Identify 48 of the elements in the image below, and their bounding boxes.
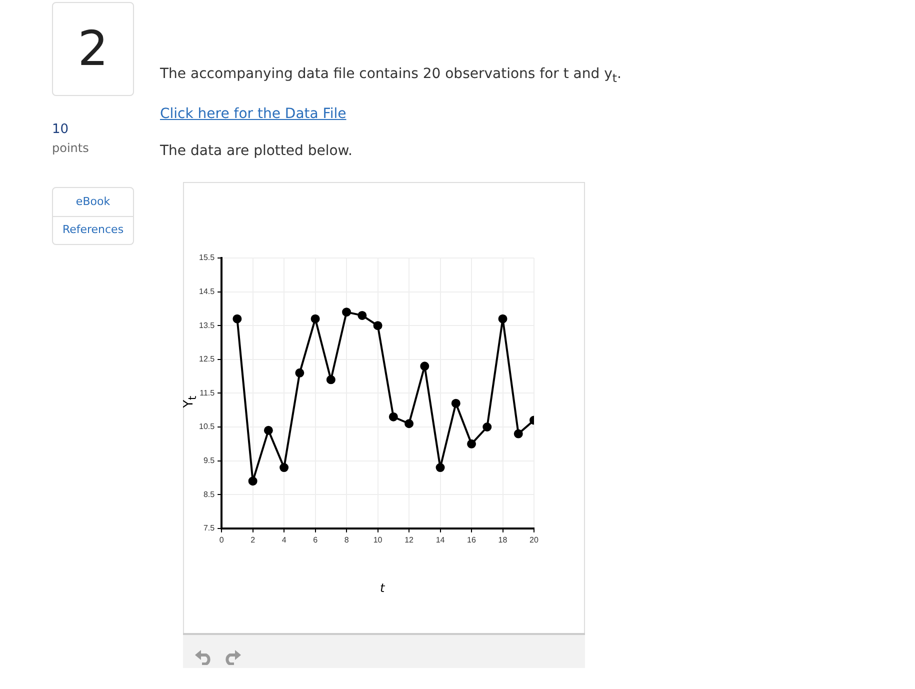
y-tick-label: 9.5 <box>203 456 216 466</box>
y-tick-label: 11.5 <box>200 388 216 398</box>
point <box>326 375 336 384</box>
x-tick-label: 0 <box>219 535 224 544</box>
point <box>248 476 258 486</box>
y-tick-label: 15.5 <box>198 253 216 262</box>
x-axis-title: t <box>380 581 385 595</box>
point <box>264 426 273 435</box>
point <box>280 463 289 472</box>
text: Click here for the Data File <box>160 106 346 122</box>
y-tick-label: 10.5 <box>198 422 216 432</box>
y-tick-label: 8.5 <box>203 490 216 499</box>
x-tick-label: 8 <box>344 535 350 544</box>
point <box>451 398 460 408</box>
x-tick-label: 10 <box>373 535 383 544</box>
point <box>358 310 367 320</box>
x-tick-label: 12 <box>404 535 414 544</box>
point <box>420 362 430 371</box>
point <box>342 308 352 317</box>
y-tick-label: 13.5 <box>198 320 216 330</box>
text: The data are plotted below. <box>160 143 352 159</box>
point <box>373 321 382 330</box>
x-tick-label: 16 <box>467 535 477 544</box>
point <box>295 368 304 378</box>
x-tick-label: 2 <box>250 535 256 544</box>
x-tick-label: 6 <box>313 535 318 544</box>
text: 10 <box>52 122 69 137</box>
point <box>310 314 320 324</box>
x-tick-label: 4 <box>282 535 287 544</box>
text: 2 <box>52 2 134 96</box>
x-tick-label: 14 <box>436 535 446 544</box>
x-tick-label: 18 <box>498 535 508 544</box>
point <box>467 439 476 448</box>
point <box>482 422 492 432</box>
text: References <box>52 216 134 245</box>
point <box>514 429 523 438</box>
y-tick-label: 12.5 <box>198 354 216 364</box>
text: points <box>52 141 89 155</box>
x-tick-label: 20 <box>530 535 539 544</box>
point <box>404 419 414 428</box>
y-tick-label: 14.5 <box>198 287 216 296</box>
text: The accompanying data file contains 20 observations for t and y$_{t}$. <box>160 66 622 85</box>
point <box>498 314 508 324</box>
y-tick-label: 7.5 <box>203 524 216 533</box>
point <box>232 314 242 324</box>
point <box>436 463 445 472</box>
text: eBook <box>52 187 134 217</box>
point <box>388 412 398 422</box>
